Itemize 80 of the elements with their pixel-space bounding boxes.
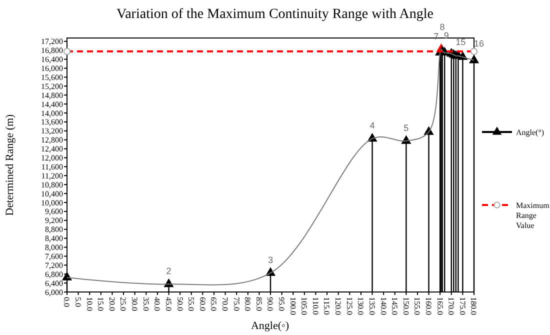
y-tick-label: 6,400 [45,278,63,288]
y-tick-label: 12,800 [41,136,63,145]
x-tick-label: 40.0 [152,297,162,311]
x-tick-label: 20.0 [107,297,116,311]
point [62,272,72,280]
y-tick-label: 12,000 [41,154,63,163]
y-tick-label: 13,600 [41,118,63,127]
x-tick-label: 70.0 [220,297,230,311]
x-tick-label: 75.0 [232,297,241,311]
y-tick-label: 6,000 [45,288,63,297]
y-tick-label: 11,200 [41,171,63,180]
y-tick-label: 11,600 [41,162,63,172]
x-tick-label: 100.0 [288,297,298,315]
x-tick-label: 60.0 [198,297,207,311]
y-tick-label: 10,800 [41,180,63,190]
y-tick-label: 7,200 [45,260,63,270]
x-tick-label: 130.0 [356,297,366,315]
x-tick-label: 65.0 [209,297,218,311]
y-tick-label: 13,200 [41,126,63,136]
x-tick-label: 45.0 [164,297,173,311]
y-tick-label: 8,800 [45,225,63,234]
x-tick-label: 30.0 [130,297,140,311]
x-tick-label: 25.0 [118,297,128,311]
annotation: 4 [370,120,375,131]
y-tick-label: 14,000 [41,108,63,118]
y-tick-label: 8,000 [45,243,63,252]
x-tick-label: 170.0 [446,297,456,315]
y-tick-label: 12,400 [41,144,63,154]
x-tick-label: 90.0 [266,297,275,311]
y-tick-label: 6,800 [45,270,63,279]
x-tick-label: 10.0 [84,297,94,311]
y-tick-label: 16,000 [41,64,63,74]
y-axis-title: Determined Range (m) [4,114,16,216]
y-tick-label: 9,200 [45,216,63,226]
x-tick-label: 115.0 [322,297,332,315]
y-tick-label: 10,000 [41,198,63,208]
y-tick-label: 15,200 [41,82,63,91]
x-tick-label: 135.0 [367,297,376,315]
annotation: 8 [440,22,445,32]
annotation: 16 [474,38,484,48]
x-tick-label: 105.0 [300,297,309,315]
x-tick-label: 15.0 [96,297,106,311]
y-tick-label: 15,600 [41,72,63,82]
y-tick-label: 17,200 [41,37,63,46]
y-tick-label: 8,400 [45,234,63,244]
x-tick-label: 55.0 [186,297,196,311]
x-axis-title: Angle(◦) [250,320,290,332]
legend-label: Maximum Range Value [516,201,550,230]
annotation: 15 [456,37,466,48]
chart-title: Variation of the Maximum Continuity Range with Angle [116,7,434,22]
annotation: 2 [166,266,172,276]
annotation: 5 [404,122,409,133]
x-tick-label: 85.0 [254,297,264,311]
x-tick-label: 125.0 [344,297,354,315]
x-tick-label: 80.0 [243,297,252,311]
x-tick-label: 150.0 [401,297,410,315]
point [469,55,479,64]
x-tick-label: 95.0 [277,297,286,311]
x-tick-label: 0.0 [62,297,72,307]
annotation: 3 [268,254,274,265]
legend-label: Angle(°) [516,128,544,137]
x-tick-label: 180.0 [469,297,478,315]
x-tick-label: 165.0 [435,297,444,315]
y-tick-label: 16,800 [41,46,63,56]
x-tick-label: 155.0 [412,297,422,315]
y-tick-label: 7,600 [45,252,63,261]
x-tick-label: 5.0 [74,297,83,307]
x-tick-label: 160.0 [424,297,433,315]
y-tick-label: 16,400 [41,55,63,64]
x-tick-label: 145.0 [390,297,400,315]
x-tick-label: 110.0 [310,297,320,315]
y-tick-label: 14,800 [41,90,63,100]
x-tick-label: 35.0 [141,297,150,311]
x-tick-label: 175.0 [458,297,467,315]
y-tick-label: 10,400 [41,189,63,198]
x-tick-label: 140.0 [378,297,388,315]
y-tick-label: 14,400 [41,100,63,109]
y-tick-label: 9,600 [45,207,63,216]
x-tick-label: 120.0 [334,297,343,315]
x-tick-label: 50.0 [175,297,184,311]
